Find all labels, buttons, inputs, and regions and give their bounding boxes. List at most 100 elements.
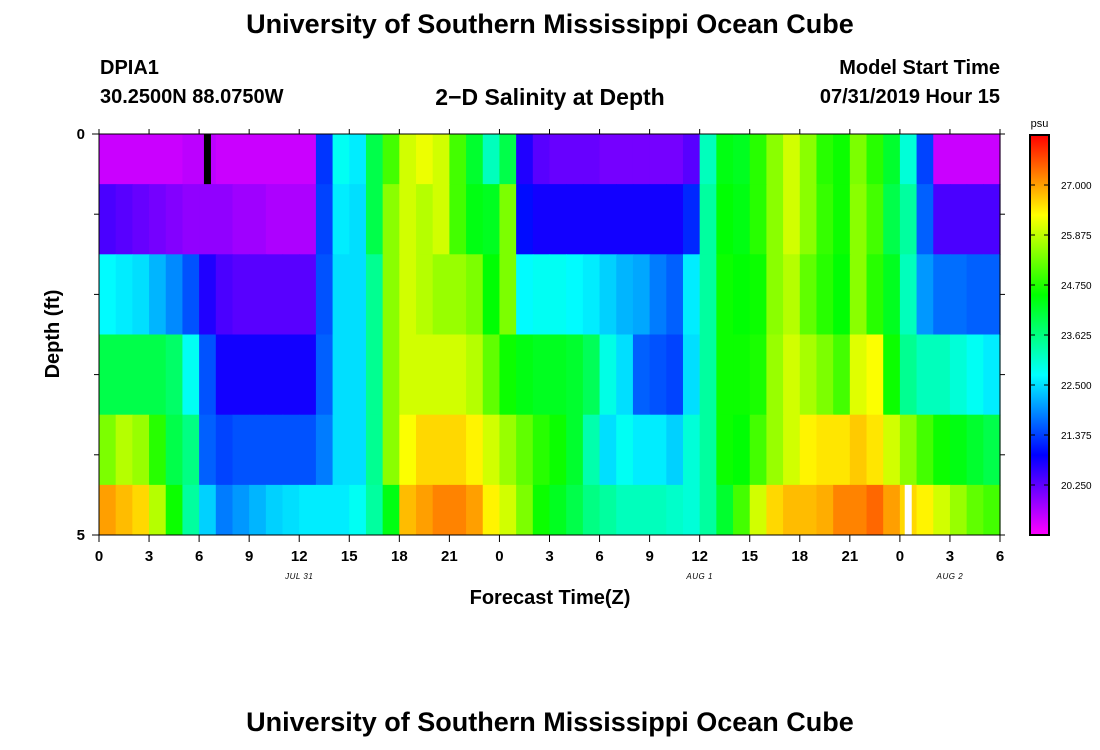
heatmap-cell: [733, 334, 751, 416]
heatmap-cell: [632, 254, 651, 335]
colorbar-tick-label: 25.875: [1061, 231, 1092, 242]
heatmap-cell: [132, 254, 150, 335]
heatmap-cell: [549, 184, 567, 255]
heatmap-cell: [382, 184, 400, 255]
heatmap-cell: [883, 484, 901, 536]
heatmap-cell: [265, 484, 284, 536]
heatmap-cell: [115, 414, 133, 486]
heatmap-cell: [582, 184, 601, 255]
y-tick-label: 0: [77, 126, 85, 143]
heatmap-cell: [249, 134, 267, 185]
heatmap-cell: [749, 334, 768, 416]
heatmap-cell: [599, 334, 617, 416]
heatmap-cell: [299, 254, 317, 335]
colorbar-tick-label: 27.000: [1061, 181, 1092, 192]
heatmap-cell: [232, 414, 250, 486]
heatmap-cell: [666, 414, 684, 486]
heatmap-cell: [632, 334, 651, 416]
heatmap-cell: [866, 414, 884, 486]
heatmap-cell: [115, 134, 133, 185]
x-tick-label: 6: [595, 548, 603, 565]
heatmap-cell: [883, 254, 901, 335]
heatmap-cell: [616, 184, 634, 255]
x-tick-label: 0: [495, 548, 503, 565]
heatmap-cell: [432, 334, 450, 416]
heatmap-cell: [632, 184, 651, 255]
heatmap-cell: [265, 414, 284, 486]
salinity-heatmap-chart: 0 3 6 9 12 15 18 21 0 3 6 9 12 15 18 21 0 3 6 JUL 31 AUG 1 AU…: [42, 118, 1092, 609]
heatmap-cell: [282, 414, 300, 486]
heatmap-cell: [249, 414, 267, 486]
heatmap-cell: [749, 134, 768, 185]
heatmap-cell: [666, 484, 684, 536]
heatmap-cell: [466, 484, 484, 536]
heatmap-cell: [983, 134, 1001, 185]
heatmap-cell: [599, 134, 617, 185]
heatmap-cell: [365, 254, 384, 335]
heatmap-cell: [399, 414, 417, 486]
heatmap-cell: [933, 254, 951, 335]
heatmap-cell: [716, 414, 734, 486]
date-label: JUL 31: [284, 572, 313, 581]
heatmap-cell: [582, 334, 601, 416]
heatmap-cell: [165, 414, 184, 486]
x-tick-label: 18: [791, 548, 808, 565]
heatmap-cell: [632, 484, 651, 536]
heatmap-cell: [682, 414, 701, 486]
heatmap-cell: [416, 254, 434, 335]
heatmap-cell: [866, 134, 884, 185]
heatmap-cell: [365, 134, 384, 185]
heatmap-cell: [516, 184, 534, 255]
colorbar-tick-label: 20.250: [1061, 481, 1092, 492]
x-tick-label: 15: [341, 548, 358, 565]
x-tick-label: 3: [145, 548, 153, 565]
x-tick-label: 12: [691, 548, 708, 565]
heatmap-cell: [149, 184, 167, 255]
heatmap-cell: [866, 484, 884, 536]
heatmap-cell: [816, 334, 834, 416]
heatmap-cell: [566, 254, 584, 335]
heatmap-cell: [199, 484, 217, 536]
heatmap-cell: [532, 414, 551, 486]
heatmap-cell: [799, 134, 818, 185]
heatmap-cell: [983, 414, 1001, 486]
heatmap-cell: [733, 134, 751, 185]
heatmap-cell: [549, 414, 567, 486]
heatmap-cell: [582, 134, 601, 185]
heatmap-cell: [849, 484, 868, 536]
heatmap-cell: [332, 414, 350, 486]
heatmap-cell: [232, 254, 250, 335]
heatmap-cell: [132, 184, 150, 255]
x-tick-label: 0: [95, 548, 103, 565]
heatmap-cell: [766, 414, 784, 486]
heatmap-cell: [99, 484, 117, 536]
heatmap-cell: [666, 184, 684, 255]
heatmap-cell: [566, 134, 584, 185]
heatmap-cell: [566, 484, 584, 536]
heatmap-cell: [933, 134, 951, 185]
heatmap-cell: [432, 484, 450, 536]
heatmap-cell: [182, 334, 200, 416]
heatmap-cell: [582, 254, 601, 335]
heatmap-cell: [599, 484, 617, 536]
heatmap-cell: [799, 414, 818, 486]
masked-cell: [203, 134, 211, 185]
heatmap-cell: [699, 254, 717, 335]
heatmap-cell: [983, 254, 1001, 335]
heatmap-cell: [215, 484, 234, 536]
heatmap-cell: [866, 334, 884, 416]
date-label: AUG 2: [936, 572, 964, 581]
station-coordinates: 30.2500N 88.0750W: [100, 86, 284, 108]
heatmap-cell: [799, 184, 818, 255]
heatmap-cell: [566, 184, 584, 255]
heatmap-cell: [783, 334, 801, 416]
heatmap-cell: [682, 184, 701, 255]
heatmap-cell: [249, 484, 267, 536]
heatmap-cell: [966, 484, 984, 536]
heatmap-cell: [115, 484, 133, 536]
heatmap-cell: [165, 184, 184, 255]
heatmap-cell: [416, 414, 434, 486]
station-id: DPIA1: [100, 57, 159, 79]
heatmap-cell: [382, 254, 400, 335]
heatmap-cell: [99, 134, 117, 185]
